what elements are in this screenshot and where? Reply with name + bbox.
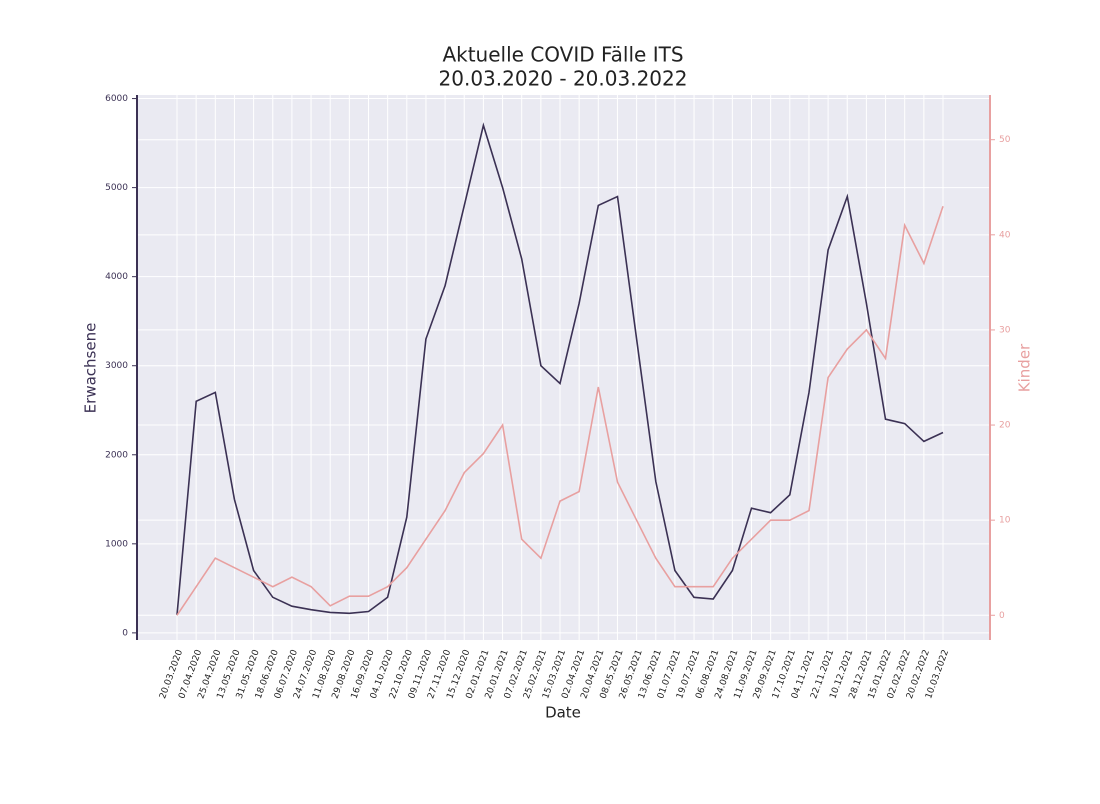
data-line [176, 122, 944, 616]
data-line [176, 206, 944, 616]
chart-title: Aktuelle COVID Fälle ITS [442, 43, 683, 67]
y-axis-label: Erwachsene [82, 323, 100, 414]
y-tick-label: 4000 [105, 272, 128, 282]
y-tick-label: 2000 [105, 450, 128, 460]
y-tick-label: 0 [122, 628, 128, 638]
y-tick-label: 5000 [105, 183, 128, 193]
y2-axis-label: Kinder [1016, 343, 1034, 392]
y2-tick-label: 30 [999, 325, 1011, 335]
y2-tick-label: 50 [999, 135, 1011, 145]
chart-subtitle: 20.03.2020 - 20.03.2022 [439, 67, 688, 91]
y-tick-label: 6000 [105, 94, 128, 104]
y2-tick-label: 10 [999, 516, 1011, 526]
y2-tick-label: 0 [999, 611, 1005, 621]
y2-tick-label: 20 [999, 421, 1011, 431]
y-tick-label: 3000 [105, 361, 128, 371]
y-tick-label: 1000 [105, 539, 128, 549]
x-axis-label: Date [545, 704, 581, 722]
y2-tick-label: 40 [999, 230, 1011, 240]
